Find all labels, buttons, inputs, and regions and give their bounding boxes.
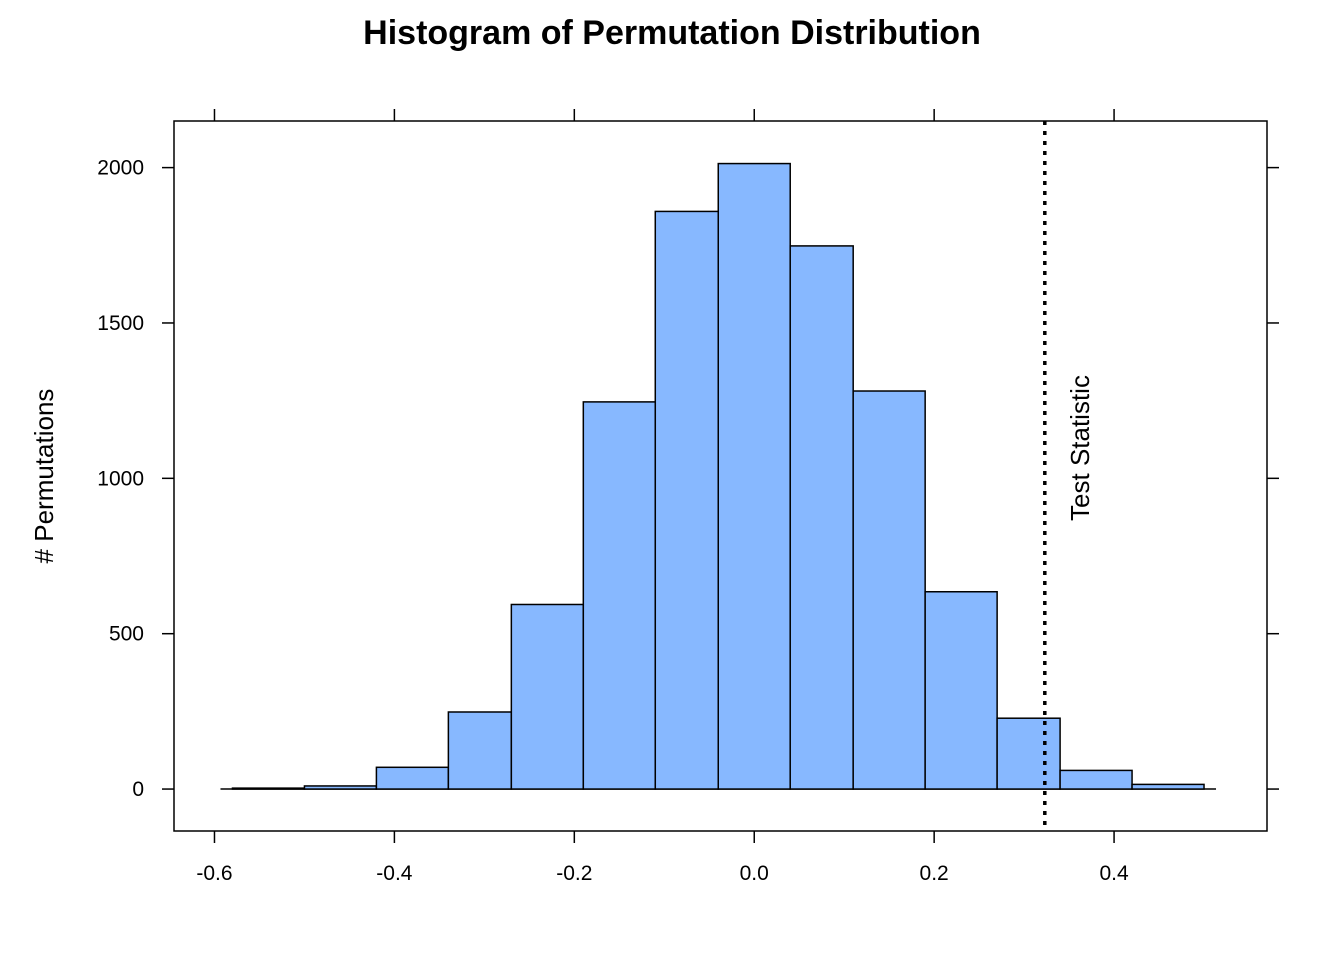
x-tick-label: -0.4: [376, 862, 413, 885]
chart-title: Histogram of Permutation Distribution: [363, 14, 981, 52]
y-tick-label: 500: [109, 623, 144, 646]
histogram-bar: [654, 210, 720, 790]
histogram-bar: [375, 766, 450, 790]
x-tick-label: 0.0: [740, 862, 769, 885]
x-tick-label: -0.6: [196, 862, 232, 885]
x-tick-label: -0.2: [556, 862, 592, 885]
histogram-bar: [303, 785, 378, 790]
y-tick-label: 2000: [97, 157, 144, 180]
histogram-bar: [717, 162, 791, 790]
histogram-bar: [789, 245, 854, 790]
x-axis-ticks: -0.6 -0.4 -0.2 0.0 0.2 0.4: [196, 109, 1129, 885]
histogram-bar: [924, 590, 998, 790]
reference-line-group: Test Statistic: [1043, 121, 1095, 831]
histogram-bar: [231, 787, 306, 790]
y-tick-label: 0: [132, 778, 144, 801]
y-tick-label: 1000: [97, 467, 144, 490]
x-tick-label: 0.2: [920, 862, 949, 885]
y-axis-label: # Permutations: [29, 389, 59, 564]
histogram-bar: [582, 401, 657, 790]
histogram-bar: [852, 390, 926, 790]
histogram-bar: [996, 717, 1061, 790]
y-tick-label: 1500: [97, 312, 144, 335]
test-statistic-label: Test Statistic: [1065, 375, 1095, 521]
plot-frame: [173, 120, 1268, 832]
histogram-bar: [1131, 783, 1205, 790]
x-tick-label: 0.4: [1099, 862, 1129, 885]
histogram-bar: [447, 711, 513, 790]
y-axis-ticks: 0 500 1000 1500 2000: [97, 157, 1279, 801]
histogram-bars: [220, 162, 1217, 790]
histogram-bar: [510, 603, 585, 790]
histogram-bar: [1059, 769, 1133, 790]
